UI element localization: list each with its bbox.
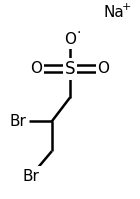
Text: ·: ·: [77, 26, 81, 40]
Text: Br: Br: [10, 114, 27, 129]
Text: O: O: [98, 61, 110, 76]
Text: S: S: [65, 60, 75, 78]
Text: O: O: [30, 61, 42, 76]
Text: +: +: [122, 2, 131, 12]
Text: Br: Br: [22, 169, 39, 184]
Text: Na: Na: [104, 5, 124, 20]
Text: O: O: [64, 32, 76, 47]
